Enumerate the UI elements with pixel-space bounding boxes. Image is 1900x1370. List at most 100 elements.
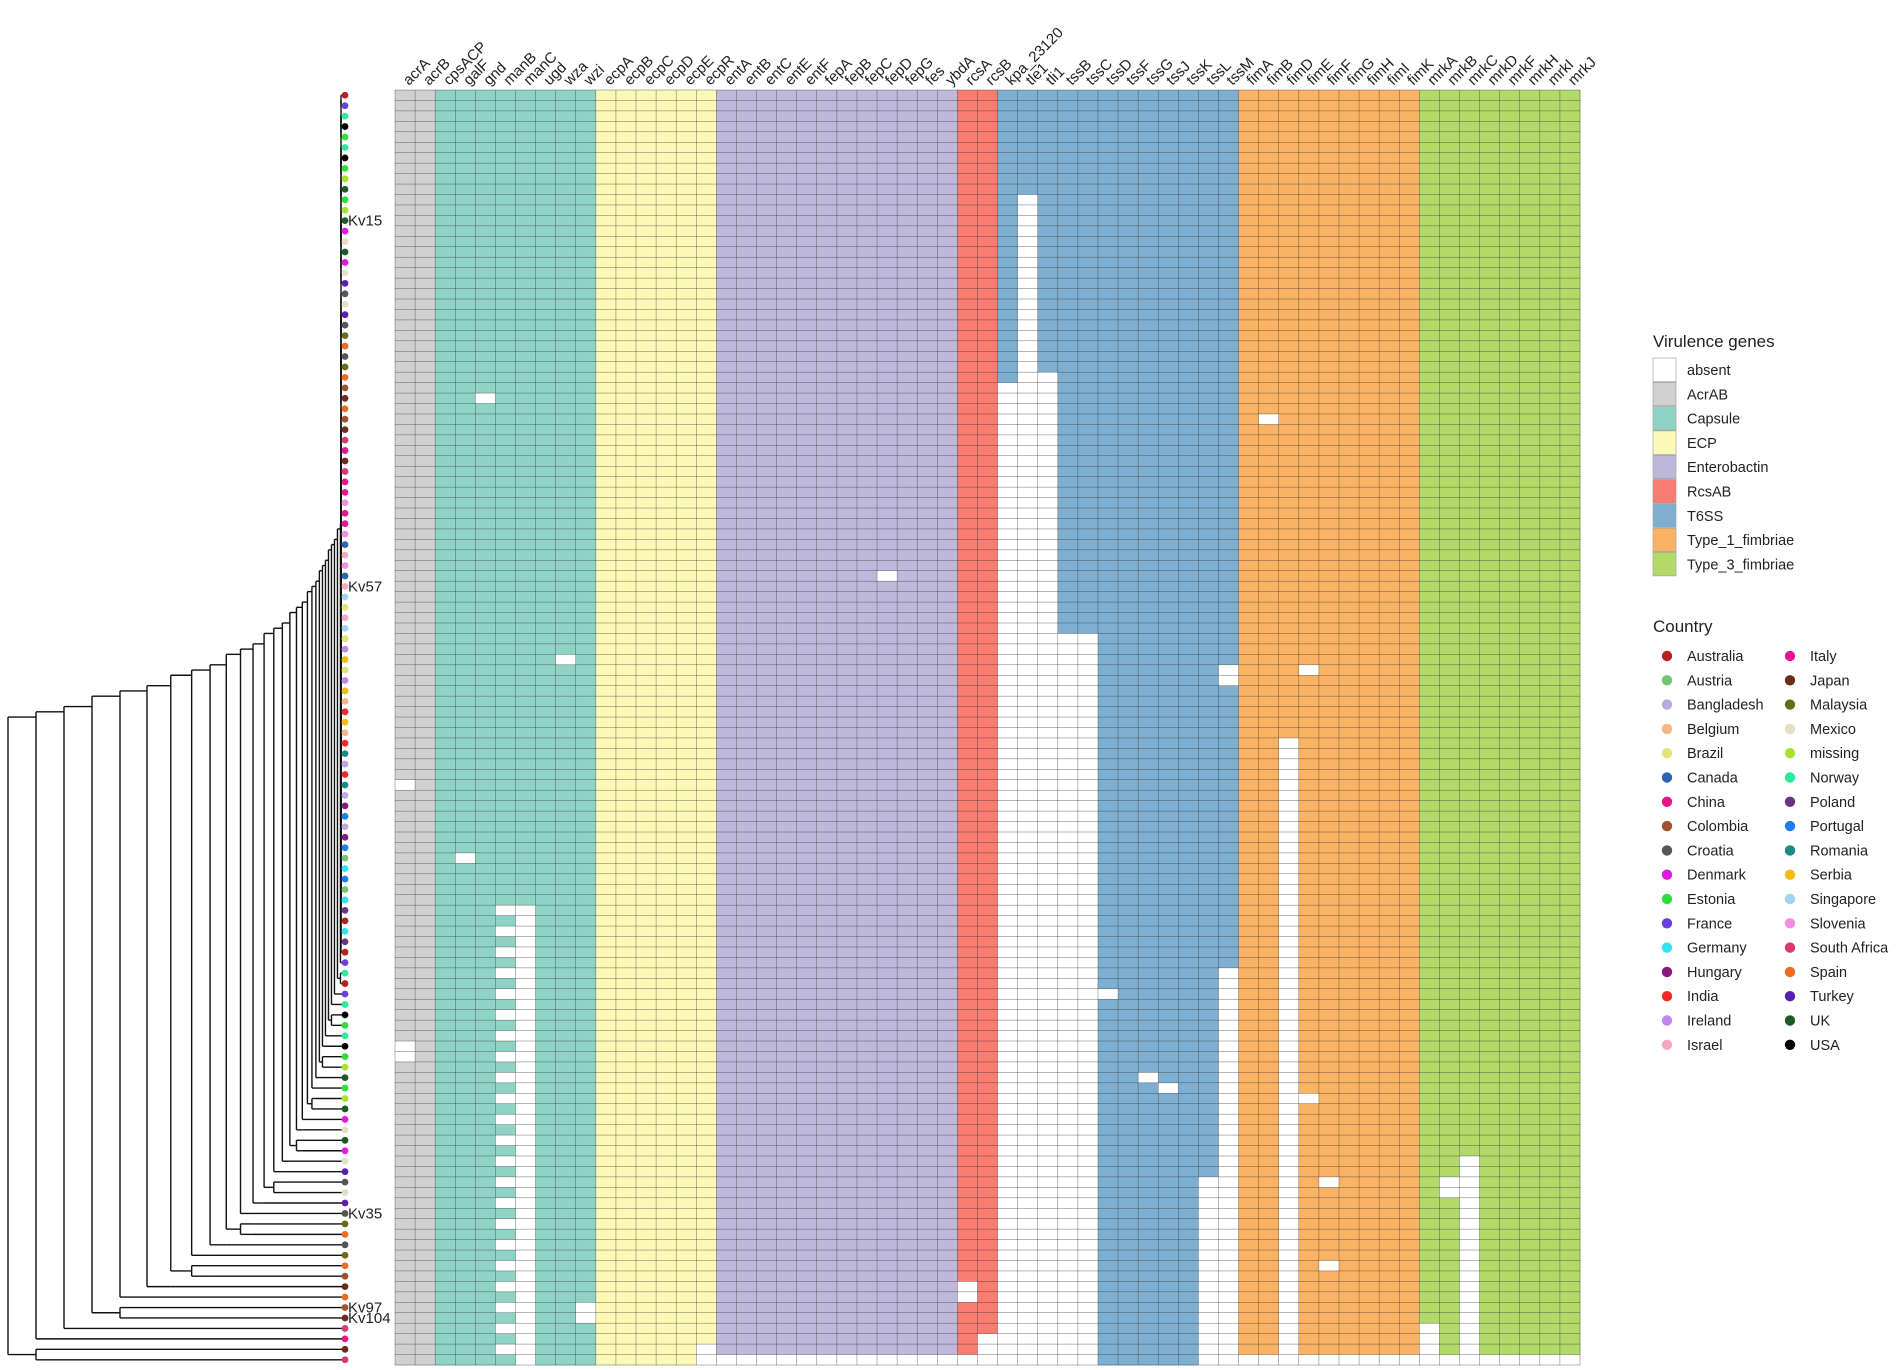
heat-cell: [575, 758, 597, 770]
heat-cell: [856, 267, 878, 279]
heat-cell: [455, 737, 476, 749]
heat-cell: [1077, 654, 1099, 666]
heat-cell: [957, 706, 978, 718]
heat-cell: [595, 131, 617, 143]
heat-cell: [1037, 654, 1059, 666]
heat-cell: [1178, 403, 1199, 415]
heat-cell: [756, 121, 778, 133]
heat-cell: [756, 727, 778, 739]
heat-cell: [776, 487, 798, 498]
heat-cell: [1037, 204, 1059, 216]
heat-cell: [856, 372, 878, 384]
heat-cell: [1138, 246, 1159, 258]
heat-cell: [1238, 737, 1260, 749]
heat-cell: [1037, 131, 1059, 143]
heat-cell: [1097, 382, 1119, 394]
heat-cell: [595, 539, 617, 551]
heat-cell: [1559, 549, 1581, 561]
heat-cell: [1318, 790, 1340, 802]
heat-cell: [515, 622, 536, 634]
heat-cell: [455, 319, 476, 331]
heat-cell: [716, 811, 737, 822]
heat-cell: [1198, 487, 1219, 498]
heat-cell: [1539, 696, 1561, 707]
heat-cell: [656, 800, 677, 812]
heat-cell: [1379, 194, 1400, 206]
heat-cell: [1258, 800, 1280, 812]
heat-cell: [836, 622, 858, 634]
heat-cell: [1077, 319, 1099, 331]
heat-cell: [1118, 549, 1139, 561]
heat-cell: [1399, 288, 1420, 300]
heat-cell: [756, 267, 778, 279]
heat-cell: [877, 319, 898, 331]
heat-cell: [836, 790, 858, 802]
heat-cell: [1278, 717, 1300, 728]
heat-cell: [535, 790, 557, 802]
heat-cell: [1399, 633, 1420, 645]
heat-cell: [917, 288, 938, 300]
heat-cell: [1118, 194, 1139, 206]
heat-cell: [1379, 852, 1400, 864]
heat-cell: [1158, 246, 1179, 258]
heat-cell: [535, 246, 557, 258]
heat-cell: [836, 769, 858, 781]
heat-cell: [555, 257, 577, 269]
heat-cell: [1399, 800, 1420, 812]
heat-cell: [1379, 518, 1400, 530]
heat-cell: [1218, 455, 1239, 467]
heat-cell: [636, 110, 657, 122]
heat-cell: [1359, 706, 1380, 718]
heat-cell: [997, 100, 1019, 112]
heat-cell: [656, 267, 677, 279]
heat-cell: [555, 403, 577, 415]
heat-cell: [696, 769, 717, 781]
heat-cell: [776, 434, 798, 446]
heat-cell: [535, 330, 557, 342]
heat-cell: [656, 612, 677, 624]
heat-cell: [1439, 393, 1460, 404]
heat-cell: [1097, 518, 1119, 530]
heat-cell: [1399, 685, 1420, 697]
heat-cell: [1298, 685, 1320, 697]
heat-cell: [415, 560, 436, 572]
heat-cell: [1399, 330, 1420, 342]
heat-cell: [535, 821, 557, 833]
heat-cell: [1118, 696, 1139, 707]
heat-cell: [1017, 466, 1039, 478]
heat-cell: [897, 852, 918, 864]
heat-cell: [716, 842, 737, 854]
heat-cell: [1218, 675, 1239, 687]
heat-cell: [856, 351, 878, 363]
heat-cell: [455, 90, 476, 101]
heat-cell: [615, 675, 637, 687]
heat-cell: [897, 142, 918, 154]
heat-cell: [1479, 236, 1501, 248]
heat-cell: [595, 340, 617, 352]
heat-cell: [836, 717, 858, 728]
heat-cell: [937, 602, 958, 613]
heat-cell: [1499, 152, 1521, 164]
heat-cell: [756, 152, 778, 164]
heat-cell: [897, 257, 918, 269]
heat-cell: [1298, 90, 1320, 101]
heat-cell: [957, 539, 978, 551]
heat-cell: [1118, 424, 1139, 436]
heat-cell: [1379, 539, 1400, 551]
heat-cell: [1258, 717, 1280, 728]
heat-cell: [676, 727, 697, 739]
heat-cell: [1419, 382, 1440, 394]
tree-tip-point: [341, 833, 349, 841]
heat-cell: [1198, 131, 1219, 143]
heat-cell: [1359, 445, 1380, 457]
heat-cell: [1559, 622, 1581, 634]
heat-cell: [856, 236, 878, 248]
heat-cell: [1077, 758, 1099, 770]
heat-cell: [1238, 434, 1260, 446]
heat-cell: [977, 800, 998, 812]
heat-cell: [555, 758, 577, 770]
heat-cell: [1539, 779, 1561, 791]
heat-cell: [555, 790, 577, 802]
heat-cell: [475, 194, 496, 206]
heat-cell: [1158, 643, 1179, 655]
